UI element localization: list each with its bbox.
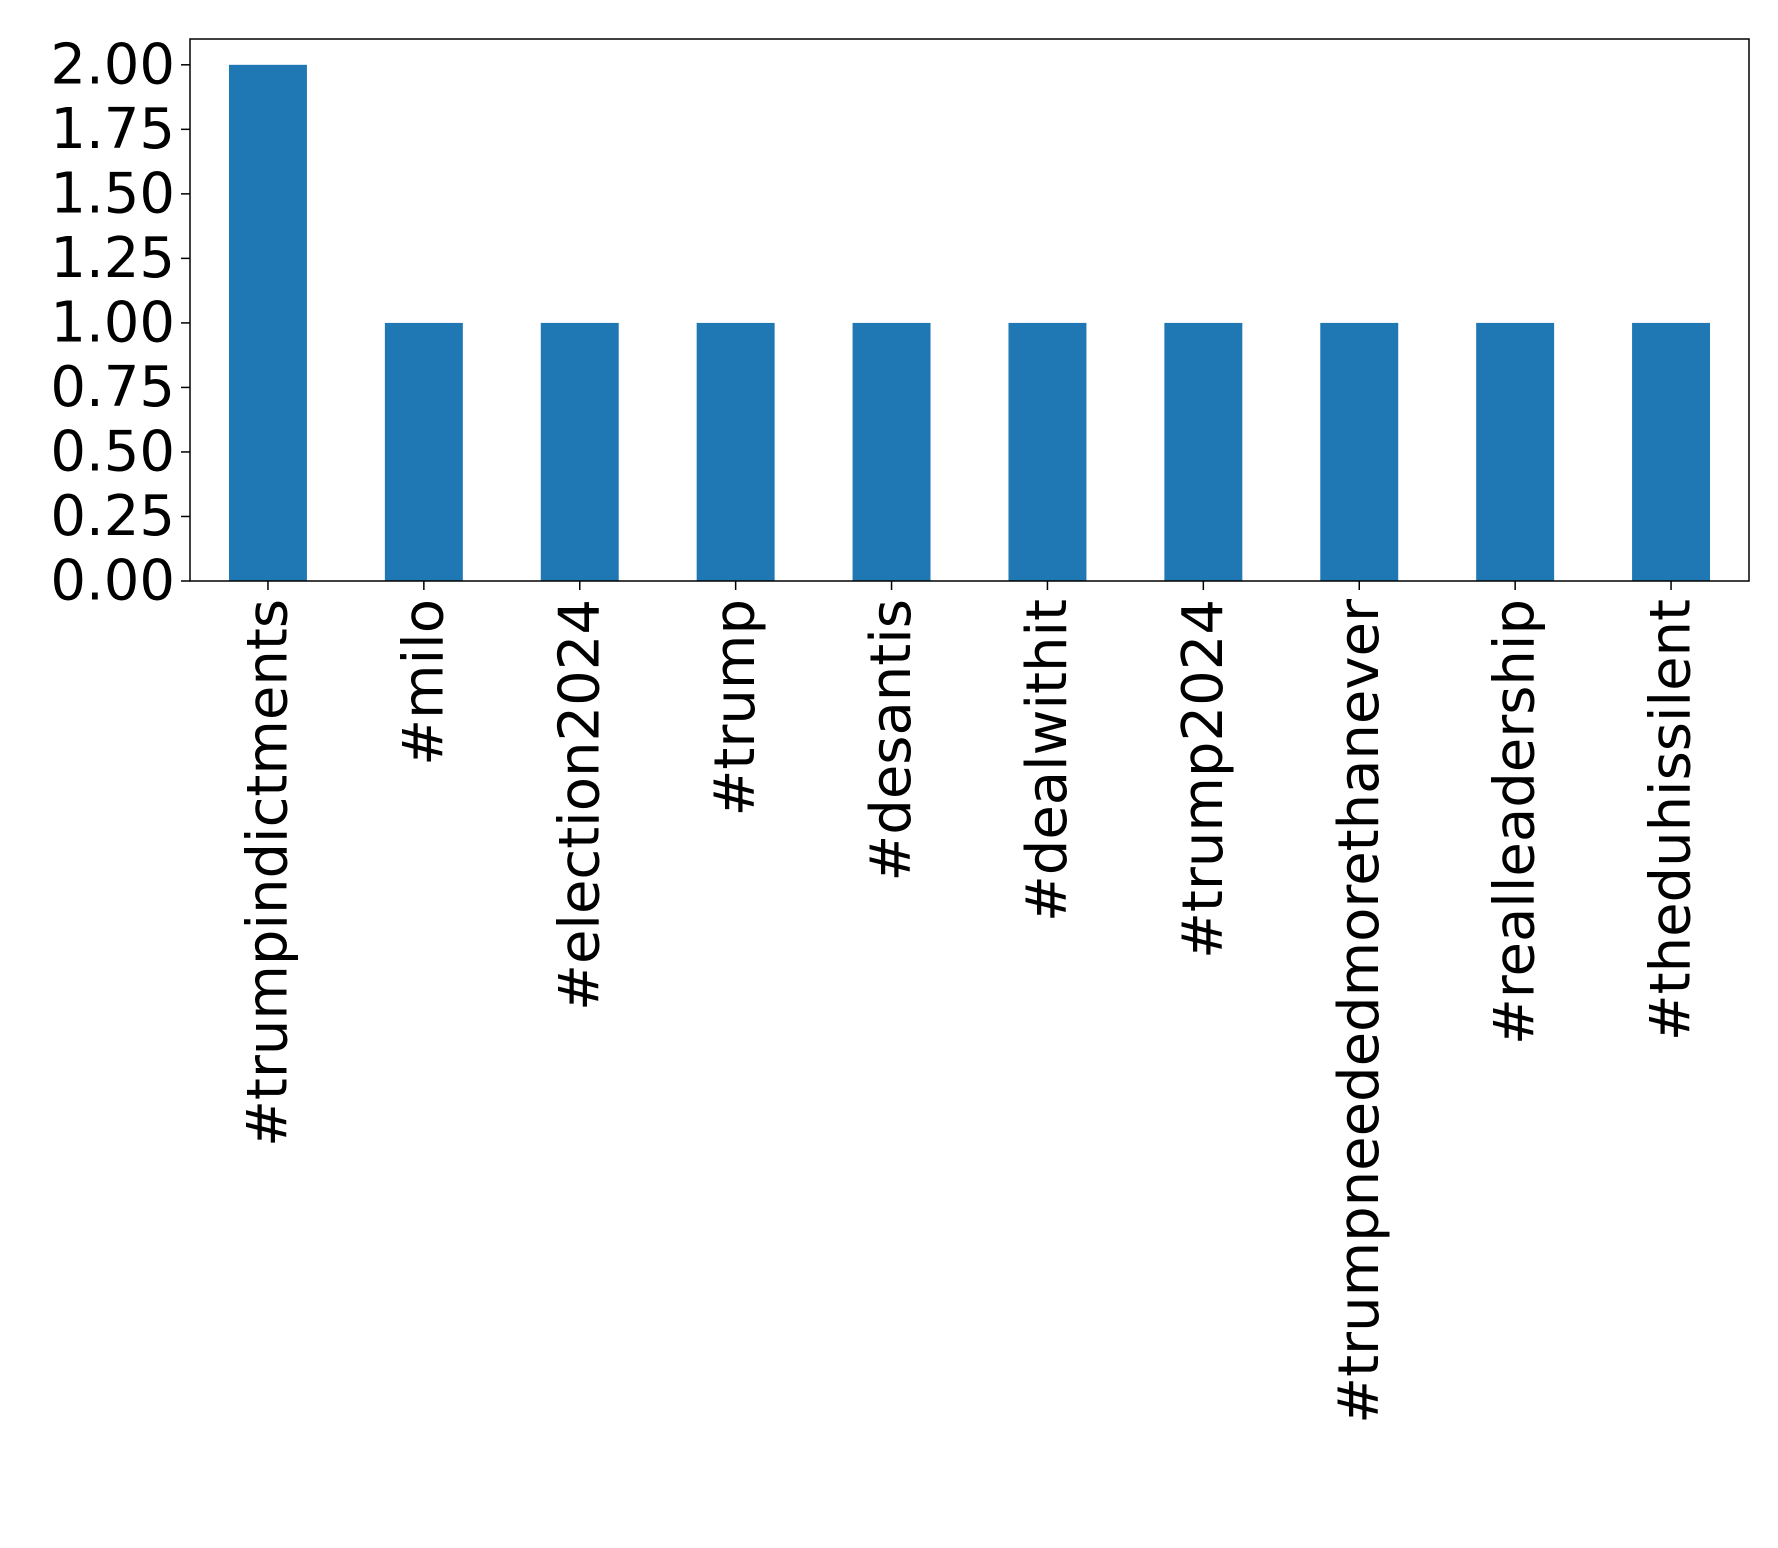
y-tick-label: 0.75 <box>50 355 175 420</box>
x-tick-label: #theduhissilent <box>1639 599 1704 1041</box>
x-tick-label: #milo <box>391 599 456 766</box>
plot-frame <box>189 38 1750 582</box>
bar <box>696 322 775 581</box>
y-tick-label: 2.00 <box>50 32 175 97</box>
bar <box>384 322 463 581</box>
y-axis: 0.000.250.500.751.001.251.501.752.00 <box>50 32 190 614</box>
bar <box>1320 322 1399 581</box>
x-axis: #trumpindictments #milo #election2024 #trum… <box>235 581 1704 1424</box>
x-tick-label: #election2024 <box>547 599 612 1011</box>
y-tick-label: 1.00 <box>50 290 175 355</box>
bar <box>852 322 931 581</box>
y-tick-label: 0.25 <box>50 484 175 549</box>
y-tick-label: 1.50 <box>50 161 175 226</box>
bar <box>1008 322 1087 581</box>
bar <box>228 64 307 582</box>
x-tick-label: #realleadership <box>1483 599 1548 1045</box>
y-tick-label: 1.75 <box>50 97 175 162</box>
bar <box>540 322 619 581</box>
x-tick-label: #desantis <box>859 599 924 882</box>
bars-group <box>228 64 1711 582</box>
x-tick-label: #trumpindictments <box>235 599 300 1147</box>
y-tick-label: 0.00 <box>50 549 175 614</box>
y-tick-label: 1.25 <box>50 226 175 291</box>
bar <box>1632 322 1711 581</box>
x-tick-label: #dealwithit <box>1015 599 1080 922</box>
x-tick-label: #trump2024 <box>1171 599 1236 959</box>
x-tick-label: #trump <box>703 599 768 817</box>
bar <box>1476 322 1555 581</box>
y-tick-label: 0.50 <box>50 419 175 484</box>
x-tick-label: #trumpneededmorethanever <box>1327 598 1392 1424</box>
bar <box>1164 322 1243 581</box>
